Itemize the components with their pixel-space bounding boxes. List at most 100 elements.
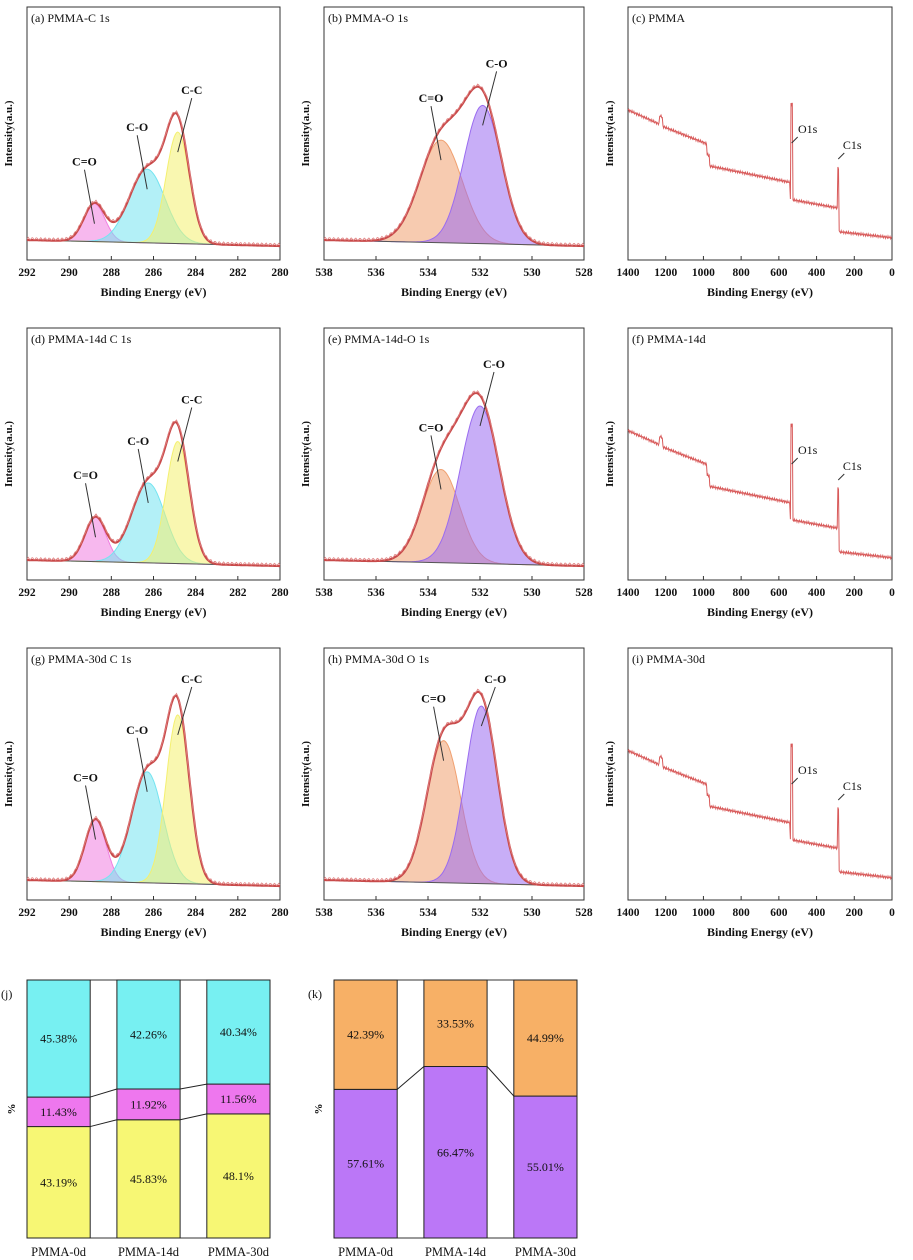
panel-j: (j)% 43.19% 11.43% 45.38% PMMA-0d 45.83% 11.92… <box>1 979 271 1259</box>
y-axis-label: Intensity(a.u.) <box>300 100 312 166</box>
x-axis-label: Binding Energy (eV) <box>401 285 507 299</box>
connector-line <box>486 1066 515 1097</box>
plot-frame <box>627 647 893 901</box>
x-tick-label: 1000 <box>692 267 715 279</box>
panel-title: (e) PMMA-14d-O 1s <box>328 332 430 346</box>
category-label: PMMA-30d <box>515 1245 577 1259</box>
leader-line <box>177 686 193 735</box>
peak-label-c-c: C-C <box>181 392 202 406</box>
bar-label: 33.53% <box>437 1016 474 1030</box>
panel-title: (f) PMMA-14d <box>632 332 706 346</box>
bar-label: 42.39% <box>347 1028 384 1042</box>
peak-label-c-o: C=O <box>73 468 98 482</box>
y-axis-label: Intensity(a.u.) <box>3 421 15 487</box>
annotation-c1s: C1s <box>843 779 862 793</box>
panel-b: (b) PMMA-O 1s Intensity(a.u.) 538 536 534 532… <box>300 6 593 299</box>
bar-segment <box>206 1083 271 1115</box>
y-axis-label: Intensity(a.u.) <box>604 421 616 487</box>
bar-segment <box>26 1096 91 1128</box>
panel-title: (k) <box>308 987 322 1001</box>
x-tick-label: 1200 <box>654 587 677 599</box>
x-tick-label: 284 <box>187 907 205 919</box>
bar-segment <box>333 1088 398 1239</box>
annotation-o1s: O1s <box>798 443 818 457</box>
bar-label: 45.83% <box>130 1172 167 1186</box>
leader-line <box>430 435 442 490</box>
panel-title: (b) PMMA-O 1s <box>328 11 408 25</box>
raw-curve <box>323 390 585 567</box>
leader-line <box>837 473 845 481</box>
x-tick-label: 600 <box>770 267 788 279</box>
panel-title: (j) <box>1 987 12 1001</box>
x-tick-label: 800 <box>733 587 751 599</box>
peak-fill-c-o <box>324 140 584 246</box>
panel-c: (c) PMMA Intensity(a.u.) 1400 1200 1000 800 60… <box>604 6 895 299</box>
x-tick-label: 292 <box>18 907 36 919</box>
x-tick-label: 282 <box>229 267 247 279</box>
x-tick-label: 528 <box>575 907 593 919</box>
panel-h: (h) PMMA-30d O 1s Intensity(a.u.) 538 536 53… <box>300 647 593 939</box>
panel-a: (a) PMMA-C 1s Intensity(a.u.) 292 290 288 286… <box>3 6 289 299</box>
leader-line <box>430 106 442 161</box>
x-tick-label: 1200 <box>654 267 677 279</box>
panel-i: (i) PMMA-30d Intensity(a.u.) 1400 1200 1000 8… <box>604 647 895 939</box>
x-axis-label: Binding Energy (eV) <box>707 605 813 619</box>
peak-fill-c-o <box>27 203 280 246</box>
x-tick-label: 288 <box>103 587 121 599</box>
x-tick-label: 292 <box>18 587 36 599</box>
x-tick-label: 0 <box>889 907 895 919</box>
bar-label: 66.47% <box>437 1145 474 1159</box>
y-axis-label: Intensity(a.u.) <box>300 421 312 487</box>
bar-segment <box>513 979 578 1097</box>
x-tick-label: 292 <box>18 267 36 279</box>
leader-line <box>791 777 799 785</box>
connector-line <box>179 1083 207 1090</box>
x-axis-label: Binding Energy (eV) <box>401 925 507 939</box>
panel-d: (d) PMMA-14d C 1s Intensity(a.u.) 292 290 28… <box>3 327 289 619</box>
survey-spectrum <box>627 423 892 561</box>
peak-label-c-o: C=O <box>72 155 97 169</box>
bar-label: 55.01% <box>527 1160 564 1174</box>
x-axis-label: Binding Energy (eV) <box>100 925 206 939</box>
leader-line <box>479 371 495 427</box>
annotation-o1s: O1s <box>798 763 818 777</box>
x-tick-label: 534 <box>419 587 437 599</box>
x-tick-label: 282 <box>229 587 247 599</box>
peak-fill-c-o <box>27 819 280 886</box>
x-tick-label: 280 <box>271 587 289 599</box>
leader-line <box>85 785 97 840</box>
x-tick-label: 284 <box>187 587 205 599</box>
category-label: PMMA-14d <box>118 1245 180 1259</box>
leader-line <box>482 71 498 126</box>
x-axis-label: Binding Energy (eV) <box>707 285 813 299</box>
category-label: PMMA-30d <box>208 1245 270 1259</box>
x-tick-label: 600 <box>770 907 788 919</box>
leader-line <box>177 407 193 462</box>
x-tick-label: 280 <box>271 267 289 279</box>
peak-fill-c-o <box>27 517 280 566</box>
leader-line <box>85 483 97 538</box>
x-tick-label: 200 <box>846 907 864 919</box>
peak-label-c-c: C-C <box>181 83 202 97</box>
x-tick-label: 284 <box>187 267 205 279</box>
y-axis-label: Intensity(a.u.) <box>604 741 616 807</box>
y-axis-label: Intensity(a.u.) <box>300 741 312 807</box>
x-tick-label: 286 <box>145 587 163 599</box>
bar-segment <box>26 1126 91 1239</box>
bar-segment <box>206 979 271 1085</box>
annotation-o1s: O1s <box>798 122 818 136</box>
peak-fill-c-o <box>27 483 280 566</box>
peak-label-c-o: C=O <box>419 420 444 434</box>
x-tick-label: 400 <box>808 907 826 919</box>
peak-fill-c-o <box>324 105 584 247</box>
raw-curve <box>323 83 585 247</box>
peak-fill-c-o <box>324 406 584 566</box>
panel-title: (d) PMMA-14d C 1s <box>31 332 132 346</box>
x-axis-label: Binding Energy (eV) <box>100 605 206 619</box>
connector-line <box>90 1119 118 1128</box>
survey-spectrum <box>627 102 893 241</box>
x-tick-label: 536 <box>367 267 385 279</box>
category-label: PMMA-0d <box>31 1245 87 1259</box>
bar-label: 48.1% <box>223 1169 254 1183</box>
x-tick-label: 532 <box>471 907 489 919</box>
